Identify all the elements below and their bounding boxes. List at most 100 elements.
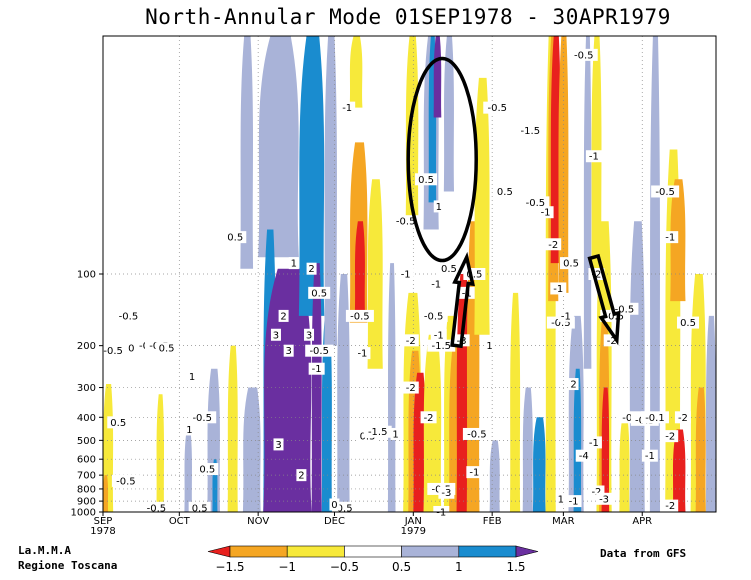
contour-label-bg-17 (283, 344, 294, 357)
contour-label-bg-67 (568, 378, 579, 391)
band-1 (103, 475, 109, 512)
contour-label-64: 0.5 (563, 259, 579, 270)
contour-label-bg-6 (107, 416, 130, 429)
contour-label-bg-63 (557, 309, 574, 322)
contour-label-68: 1 (558, 494, 564, 505)
band-9 (258, 36, 299, 258)
colorbar-label-3: 0.5 (392, 560, 411, 574)
contour-label-30: -1 (357, 349, 367, 360)
contour-label-34: -0.5 (396, 217, 416, 228)
contour-label-71: -1 (589, 438, 599, 449)
contour-label-52: -1 (469, 468, 479, 479)
band-12 (298, 36, 325, 316)
contour-label-74: -2 (591, 270, 601, 281)
band-7 (242, 387, 261, 512)
contour-label-75: -2 (607, 336, 617, 347)
contour-label-5: 0.5 (159, 344, 175, 355)
contour-label-73: -3 (599, 494, 609, 505)
contour-label-11: 0.5 (199, 465, 215, 476)
contour-label-bg-73 (596, 492, 613, 505)
contour-label-41: -0.5 (424, 311, 444, 322)
contour-label-24: 2 (308, 264, 314, 275)
contour-label-84: 0.5 (680, 318, 696, 329)
contour-label-16: 3 (273, 330, 279, 341)
contour-label-14: 0.5 (227, 233, 243, 244)
contour-label-7: -0.5 (116, 476, 136, 487)
colorbar-swatch-4 (401, 545, 460, 558)
contour-label-29: -0.5 (350, 311, 370, 322)
contour-label-42: -1 (434, 330, 444, 341)
contour-label-bg-82 (662, 430, 679, 443)
contour-label-bg-65 (569, 48, 598, 61)
y-tick-label-1: 900 (77, 497, 96, 508)
contour-label-13: 1 (189, 372, 195, 383)
contour-label-65: -0.5 (574, 50, 594, 61)
contour-label-1: -0.5 (103, 346, 123, 357)
band-39 (532, 417, 546, 512)
y-tick-label-6: 400 (77, 413, 96, 424)
grid-lines (103, 36, 716, 513)
band-29 (433, 36, 442, 118)
contour-label-bg-39 (415, 173, 438, 186)
band-8 (240, 36, 254, 269)
band-2 (156, 394, 165, 512)
band-19 (354, 221, 365, 316)
y-tick-label-0: 1000 (71, 508, 96, 519)
contour-label-bg-43 (427, 339, 456, 352)
contour-label-bg-44 (428, 277, 445, 290)
annotations (406, 56, 621, 349)
x-tick-label-5: FEB (483, 516, 502, 527)
contour-label-10: 1 (186, 425, 192, 436)
colorbar-swatch-5 (458, 545, 517, 558)
contour-label-bg-87 (662, 499, 679, 512)
band-59 (705, 315, 716, 512)
contour-label-bg-59 (537, 206, 554, 219)
contour-label-bg-36 (402, 334, 419, 347)
contour-label-bg-68 (555, 492, 566, 505)
highlight-ellipse (406, 56, 478, 263)
contour-label-bg-86 (674, 411, 691, 424)
contour-label-38: -2 (424, 413, 434, 424)
colorbar-swatch-0 (207, 545, 231, 558)
contour-label-61: -1 (553, 284, 563, 295)
contour-label-55: -0.5 (487, 103, 507, 114)
contour-label-bg-22 (296, 469, 307, 482)
contour-label-bg-28 (339, 101, 356, 114)
x-tick-label-0: SEP (94, 516, 113, 527)
band-38 (522, 387, 533, 512)
contour-label-bg-7 (111, 474, 140, 487)
contour-label-bg-13 (187, 370, 198, 383)
contour-label-bg-29 (345, 309, 374, 322)
contour-label-bg-70 (575, 449, 592, 462)
highlight-arrow-1 (587, 253, 621, 346)
colorbar-label-5: 1.5 (506, 560, 525, 574)
contour-label-bg-1 (99, 344, 128, 357)
contour-label-bg-60 (545, 238, 562, 251)
x-tick-label-2: NOV (247, 516, 269, 527)
y-tick-label-7: 300 (77, 383, 96, 394)
contour-label-bg-11 (196, 463, 219, 476)
contour-label-bg-12 (188, 501, 211, 514)
x-tick-label-3: DEC (324, 516, 345, 527)
colorbar-swatch-1 (229, 545, 288, 558)
contour-label-bg-37 (402, 381, 419, 394)
colorbar: −1.5 −1 −0.5 0.5 1 1.5 (207, 545, 539, 574)
contour-label-23: 1 (291, 259, 297, 270)
contour-label-36: -2 (406, 336, 416, 347)
contour-label-39: 0.5 (418, 175, 434, 186)
contour-label-87: -2 (665, 501, 675, 512)
contour-label-82: -2 (665, 432, 675, 443)
contour-label-37: -2 (406, 383, 416, 394)
band-16 (337, 274, 350, 512)
contour-label-bg-25 (308, 286, 331, 299)
contour-label-bg-32 (363, 425, 392, 438)
band-56 (672, 429, 686, 512)
contour-label-59: -1 (541, 208, 551, 219)
contour-label-bg-33 (390, 427, 401, 440)
contour-label-bg-35 (397, 268, 414, 280)
colorbar-swatch-2 (286, 545, 345, 558)
contour-label-bg-80 (651, 185, 680, 198)
contour-label-bg-81 (662, 231, 679, 244)
contour-label-22: 2 (298, 471, 304, 482)
band-6 (227, 345, 238, 512)
